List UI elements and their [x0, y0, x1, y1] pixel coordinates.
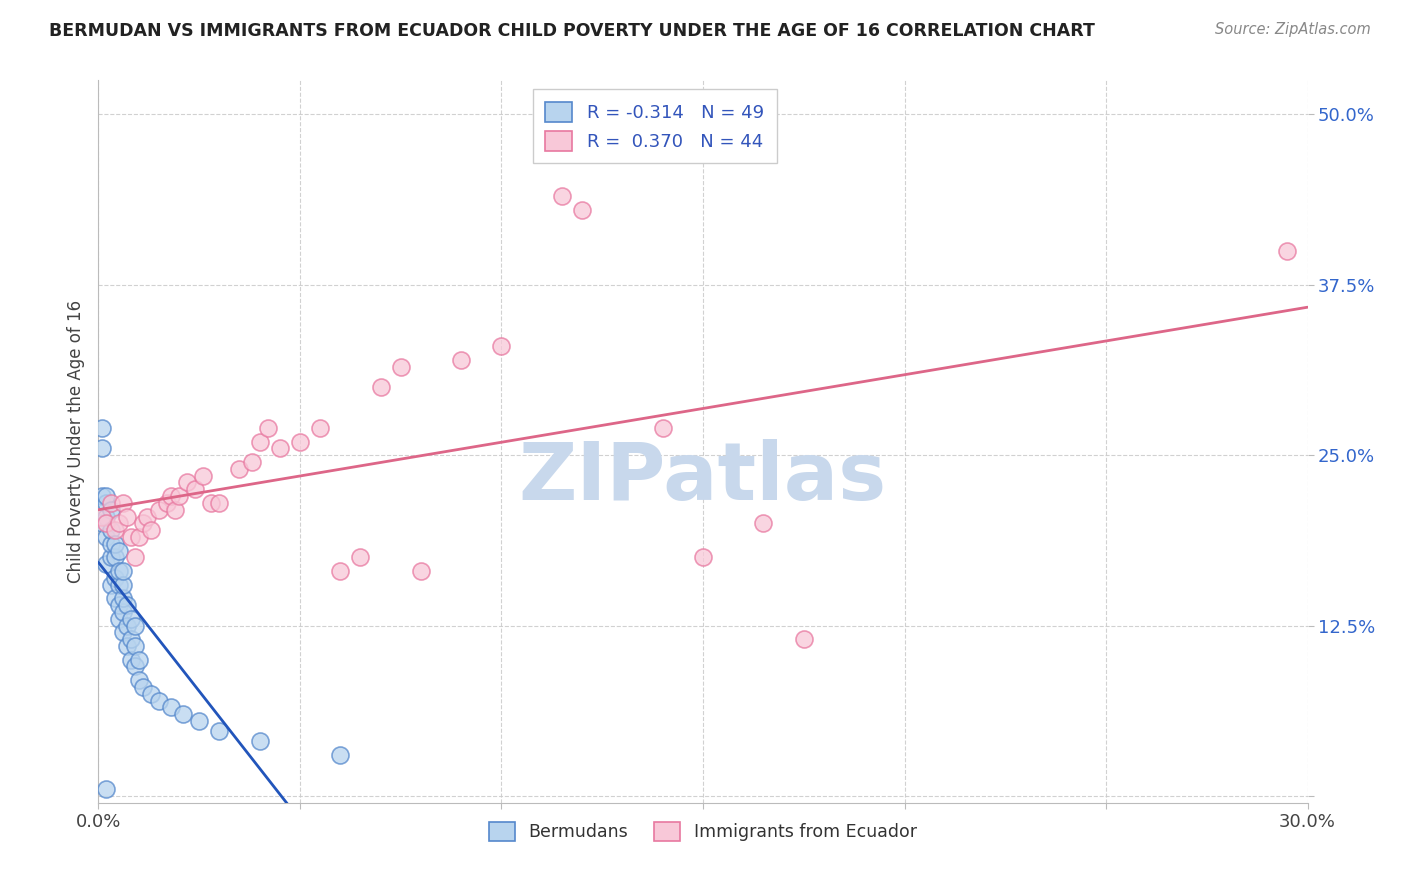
Point — [100, 496, 122, 510]
Point — [793, 632, 815, 647]
Point — [256, 421, 278, 435]
Point — [120, 653, 142, 667]
Point — [240, 455, 263, 469]
Point — [389, 359, 412, 374]
Point — [571, 202, 593, 217]
Y-axis label: Child Poverty Under the Age of 16: Child Poverty Under the Age of 16 — [66, 300, 84, 583]
Point — [96, 782, 118, 797]
Point — [103, 571, 125, 585]
Point — [111, 625, 134, 640]
Point — [200, 496, 222, 510]
Text: Source: ZipAtlas.com: Source: ZipAtlas.com — [1215, 22, 1371, 37]
Point — [349, 550, 371, 565]
Text: ZIPatlas: ZIPatlas — [519, 439, 887, 516]
Point — [91, 509, 114, 524]
Point — [752, 516, 775, 531]
Point — [269, 442, 291, 456]
Point — [329, 564, 352, 578]
Point — [139, 523, 162, 537]
Point — [208, 496, 231, 510]
Point — [148, 502, 170, 516]
Point — [111, 605, 134, 619]
Point — [156, 496, 179, 510]
Point — [188, 714, 211, 728]
Point — [107, 577, 129, 591]
Point — [107, 543, 129, 558]
Point — [107, 612, 129, 626]
Point — [329, 748, 352, 763]
Point — [120, 612, 142, 626]
Point — [172, 707, 194, 722]
Point — [128, 530, 150, 544]
Point — [409, 564, 432, 578]
Point — [124, 639, 146, 653]
Point — [100, 577, 122, 591]
Point — [228, 462, 250, 476]
Point — [115, 618, 138, 632]
Point — [100, 523, 122, 537]
Point — [100, 537, 122, 551]
Point — [160, 700, 183, 714]
Point — [184, 482, 207, 496]
Point — [111, 564, 134, 578]
Point — [103, 523, 125, 537]
Point — [124, 550, 146, 565]
Point — [148, 693, 170, 707]
Point — [132, 680, 155, 694]
Point — [132, 516, 155, 531]
Point — [1277, 244, 1299, 258]
Point — [111, 591, 134, 606]
Point — [91, 489, 114, 503]
Point — [309, 421, 332, 435]
Text: BERMUDAN VS IMMIGRANTS FROM ECUADOR CHILD POVERTY UNDER THE AGE OF 16 CORRELATIO: BERMUDAN VS IMMIGRANTS FROM ECUADOR CHIL… — [49, 22, 1095, 40]
Point — [111, 496, 134, 510]
Point — [103, 537, 125, 551]
Point — [128, 673, 150, 687]
Point — [176, 475, 198, 490]
Point — [103, 550, 125, 565]
Point — [124, 618, 146, 632]
Point — [124, 659, 146, 673]
Point — [120, 632, 142, 647]
Point — [450, 352, 472, 367]
Point — [139, 687, 162, 701]
Point — [96, 530, 118, 544]
Point — [91, 442, 114, 456]
Point — [167, 489, 190, 503]
Point — [100, 502, 122, 516]
Point — [193, 468, 215, 483]
Point — [107, 598, 129, 612]
Point — [115, 598, 138, 612]
Point — [115, 639, 138, 653]
Point — [96, 489, 118, 503]
Point — [249, 734, 271, 748]
Point — [120, 530, 142, 544]
Point — [160, 489, 183, 503]
Point — [103, 591, 125, 606]
Point — [551, 189, 574, 203]
Point — [128, 653, 150, 667]
Point — [100, 550, 122, 565]
Point — [135, 509, 157, 524]
Point — [208, 723, 231, 738]
Legend: Bermudans, Immigrants from Ecuador: Bermudans, Immigrants from Ecuador — [482, 815, 924, 848]
Point — [115, 509, 138, 524]
Point — [288, 434, 311, 449]
Point — [249, 434, 271, 449]
Point — [163, 502, 186, 516]
Point — [692, 550, 714, 565]
Point — [91, 421, 114, 435]
Point — [96, 496, 118, 510]
Point — [111, 577, 134, 591]
Point — [370, 380, 392, 394]
Point — [96, 516, 118, 531]
Point — [96, 558, 118, 572]
Point — [651, 421, 673, 435]
Point — [91, 516, 114, 531]
Point — [96, 509, 118, 524]
Point — [107, 564, 129, 578]
Point — [107, 516, 129, 531]
Point — [491, 339, 513, 353]
